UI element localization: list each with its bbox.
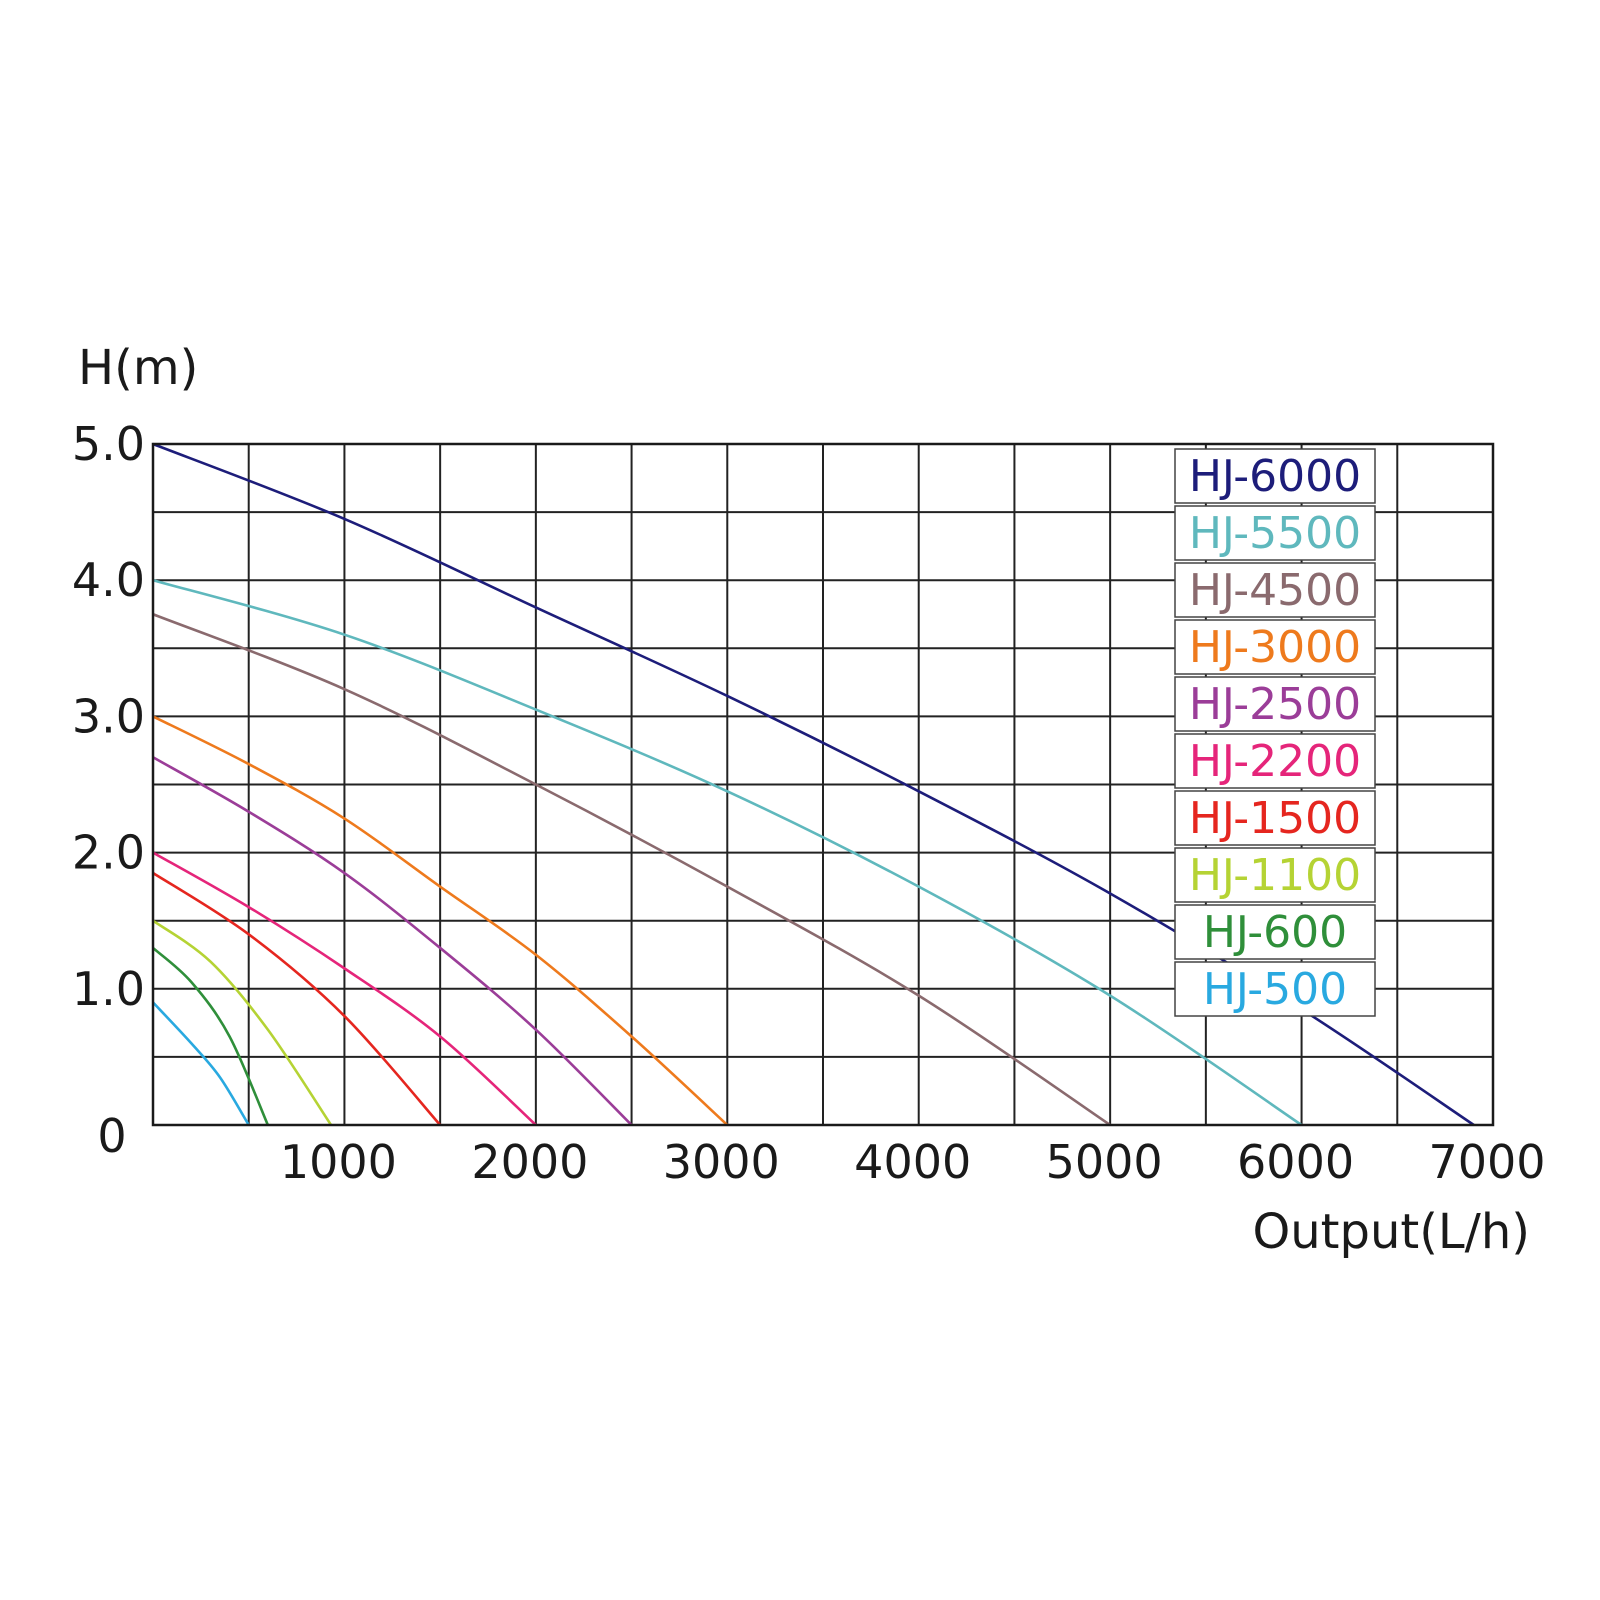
y-tick-label: 4.0 xyxy=(72,553,145,607)
legend-item-box xyxy=(1174,790,1376,846)
series-line-hj-1100 xyxy=(152,919,333,1126)
legend-label: HJ-6000 xyxy=(1189,451,1361,502)
legend-item-box xyxy=(1174,562,1376,618)
legend-item-box xyxy=(1174,448,1376,504)
x-tick-label: 2000 xyxy=(471,1135,588,1189)
y-axis-title: H(m) xyxy=(78,340,198,396)
legend-label: HJ-2200 xyxy=(1189,736,1361,787)
y-tick-label: 1.0 xyxy=(72,962,145,1016)
x-tick-label: 4000 xyxy=(854,1135,971,1189)
x-tick-label: 7000 xyxy=(1428,1135,1545,1189)
legend-item-box xyxy=(1174,676,1376,732)
y-tick-label: 0 xyxy=(97,1109,126,1163)
series-line-hj-2500 xyxy=(152,756,633,1126)
series-line-hj-3000 xyxy=(152,715,729,1126)
y-tick-label: 2.0 xyxy=(72,826,145,880)
legend-item-box xyxy=(1174,904,1376,960)
series-line-hj-5500 xyxy=(152,578,1303,1127)
series-line-hj-2200 xyxy=(152,851,537,1126)
plot-frame xyxy=(151,442,1495,1127)
tick-labels: 1000 2000 3000 4000 5000 6000 7000 0 1.0 2.0 3.0 4.… xyxy=(72,417,1546,1189)
legend-item-box xyxy=(1174,505,1376,561)
legend: HJ-6000 HJ-5500 HJ-4500 HJ-3000 HJ-2500 HJ-22… xyxy=(1174,448,1376,1017)
legend-item-box xyxy=(1174,733,1376,789)
x-tick-label: 1000 xyxy=(280,1135,397,1189)
series-line-hj-600 xyxy=(152,946,270,1126)
legend-item-box xyxy=(1174,847,1376,903)
series-line-hj-4500 xyxy=(152,613,1111,1127)
x-axis-title: Output(L/h) xyxy=(1252,1204,1530,1260)
y-tick-label: 5.0 xyxy=(72,417,145,471)
legend-label: HJ-500 xyxy=(1203,964,1347,1015)
x-tick-label: 3000 xyxy=(663,1135,780,1189)
legend-label: HJ-1500 xyxy=(1189,793,1361,844)
x-tick-label: 6000 xyxy=(1237,1135,1354,1189)
legend-label: HJ-2500 xyxy=(1189,679,1361,730)
legend-label: HJ-600 xyxy=(1203,907,1347,958)
legend-item-box xyxy=(1174,961,1376,1017)
legend-label: HJ-1100 xyxy=(1189,850,1361,901)
legend-label: HJ-4500 xyxy=(1189,565,1361,616)
legend-item-box xyxy=(1174,619,1376,675)
series-line-hj-1500 xyxy=(152,871,442,1126)
legend-label: HJ-3000 xyxy=(1189,622,1361,673)
legend-label: HJ-5500 xyxy=(1189,508,1361,559)
x-tick-label: 5000 xyxy=(1046,1135,1163,1189)
series-line-hj-500 xyxy=(152,1001,250,1126)
y-tick-label: 3.0 xyxy=(72,689,145,743)
